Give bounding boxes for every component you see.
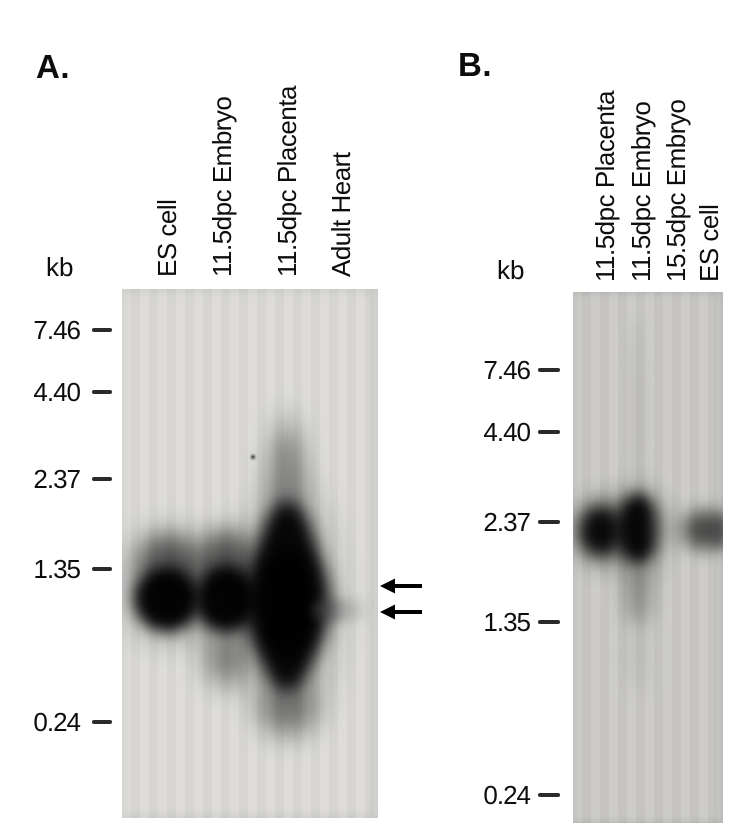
marker-tick <box>92 390 112 394</box>
marker-tick <box>538 620 560 624</box>
band-a-embryo-smear <box>205 635 249 687</box>
marker-value: 7.46 <box>33 314 81 345</box>
marker-value: 2.37 <box>483 506 531 537</box>
lane-label-a-es-cell: ES cell <box>152 199 182 277</box>
lane-label-a-adult-heart: Adult Heart <box>326 152 356 277</box>
marker-tick <box>92 328 112 332</box>
marker-b-1-35: 1.35 <box>420 607 560 637</box>
marker-tick <box>538 520 560 524</box>
marker-value: 1.35 <box>483 606 531 637</box>
marker-b-2-37: 2.37 <box>420 507 560 537</box>
marker-tick <box>538 368 560 372</box>
blot-panel-b <box>573 292 723 823</box>
lane-label-b-15-5dpc-embryo: 15.5dpc Embryo <box>661 99 691 282</box>
band-a-placenta-fade <box>261 683 315 735</box>
upper-left-arrow-icon <box>380 578 422 594</box>
lane-label-b-11-5dpc-embryo: 11.5dpc Embryo <box>626 101 656 282</box>
lower-left-arrow-icon <box>380 604 422 620</box>
band-a-adult-heart-faint <box>312 599 372 621</box>
marker-value: 4.40 <box>483 416 531 447</box>
marker-value: 1.35 <box>33 553 81 584</box>
panel-b-kb-unit: kb <box>497 255 525 285</box>
band-b-es-cell-edge <box>715 512 723 550</box>
marker-b-7-46: 7.46 <box>420 355 560 385</box>
band-a-es-cell-core <box>134 567 200 631</box>
marker-value: 7.46 <box>483 354 531 385</box>
band-arrows <box>380 578 422 620</box>
lane-label-a-11-5dpc-placenta: 11.5dpc Placenta <box>272 86 302 277</box>
marker-a-4-40: 4.40 <box>0 377 112 407</box>
marker-tick <box>92 477 112 481</box>
dust-speck <box>251 455 255 459</box>
marker-value: 0.24 <box>483 779 531 810</box>
lane-label-b-es-cell: ES cell <box>694 204 724 282</box>
marker-a-7-46: 7.46 <box>0 315 112 345</box>
marker-tick <box>92 720 112 724</box>
marker-a-1-35: 1.35 <box>0 554 112 584</box>
lane-label-b-11-5dpc-placenta: 11.5dpc Placenta <box>590 91 620 282</box>
band-b-embryo-upstreak <box>631 320 643 505</box>
marker-value: 0.24 <box>33 706 81 737</box>
band-b-embryo-smear <box>625 562 651 626</box>
marker-value: 4.40 <box>33 376 81 407</box>
marker-tick <box>92 567 112 571</box>
blot-panel-a <box>122 289 378 818</box>
band-a-placenta-core <box>253 501 321 693</box>
marker-value: 2.37 <box>33 463 81 494</box>
panel-a-kb-unit: kb <box>46 252 74 282</box>
marker-a-2-37: 2.37 <box>0 464 112 494</box>
band-b-embryo-core <box>617 494 658 564</box>
marker-b-4-40: 4.40 <box>420 417 560 447</box>
marker-b-0-24: 0.24 <box>420 780 560 810</box>
marker-tick <box>538 430 560 434</box>
marker-tick <box>538 793 560 797</box>
marker-a-0-24: 0.24 <box>0 707 112 737</box>
panel-b-label: B. <box>458 46 492 83</box>
lane-label-a-11-5dpc-embryo: 11.5dpc Embryo <box>207 96 237 277</box>
band-b-15-5-embryo-faint <box>652 508 683 546</box>
band-b-placenta-core <box>579 506 622 556</box>
panel-a-label: A. <box>36 48 70 85</box>
band-b-embryo-tail <box>629 622 647 692</box>
